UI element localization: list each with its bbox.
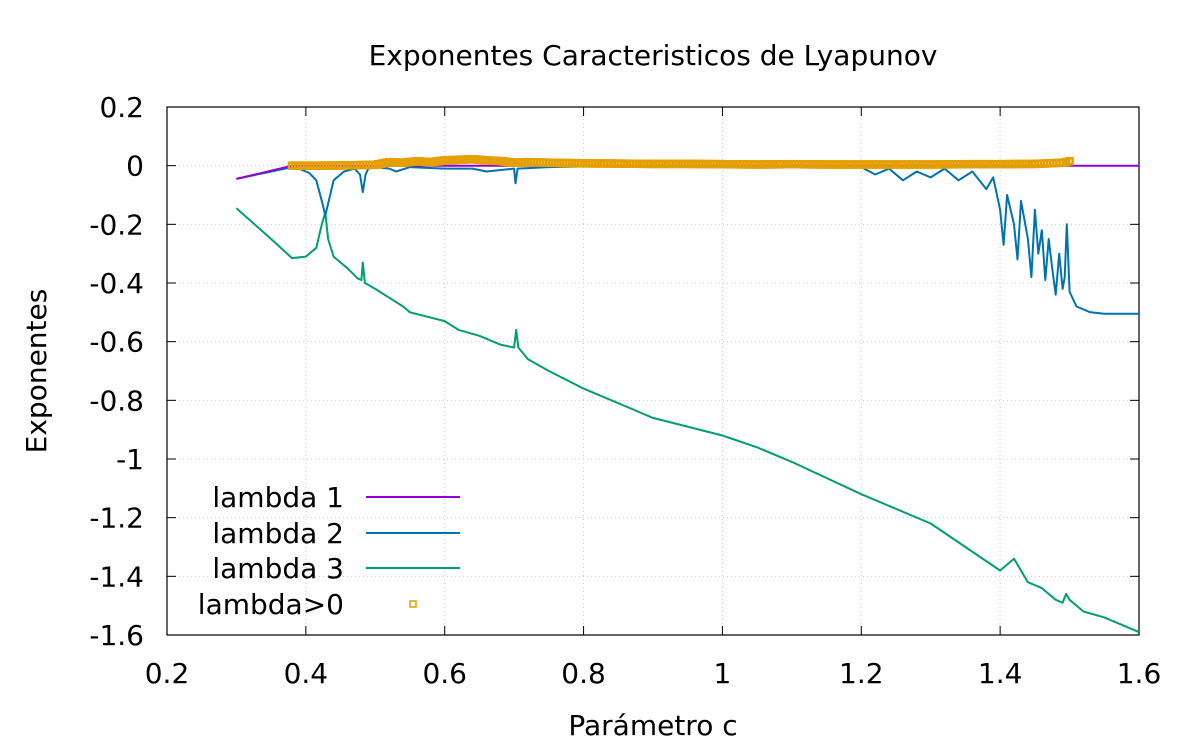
y-tick-label: -1.2 [89,502,144,535]
series-line-lambda-2 [236,165,1139,315]
axis-ticks: 0.2 0.4 0.6 0.8 1 1.2 1.4 1.6 0.2 0 -0.2 -0.4 -0.6 -0… [89,91,1161,690]
x-tick-label: 1 [714,657,732,690]
y-tick-label: 0 [126,150,144,183]
series-line-lambda-3 [235,207,1140,634]
y-tick-label: 0.2 [99,91,144,124]
x-tick-label: 0.6 [422,657,467,690]
x-tick-label: 0.2 [145,657,190,690]
chart-title: Exponentes Caracteristicos de Lyapunov [369,39,938,72]
x-tick-label: 0.4 [284,657,329,690]
x-tick-label: 1.2 [839,657,884,690]
y-tick-label: -1.4 [89,560,144,593]
legend-label: lambda 1 [212,481,344,514]
legend-label: lambda>0 [198,588,344,621]
x-tick-label: 1.4 [978,657,1023,690]
legend-label: lambda 3 [212,552,344,585]
y-tick-label: -1 [116,443,144,476]
y-tick-label: -0.4 [89,267,144,300]
x-tick-label: 1.6 [1117,657,1162,690]
series-layer [235,154,1140,634]
y-tick-label: -0.2 [89,208,144,241]
legend-label: lambda 2 [212,517,344,550]
grid-lines [167,107,1139,635]
legend-swatch-point [409,600,417,608]
y-axis-label: Exponentes [20,289,53,454]
series-points-lambda-0 [287,154,1074,170]
plot-frame [166,106,1140,636]
y-tick-label: -0.6 [89,326,144,359]
x-tick-label: 0.8 [561,657,606,690]
data-point [1065,157,1074,166]
y-tick-label: -1.6 [89,619,144,652]
x-axis-label: Parámetro c [568,709,737,742]
y-tick-label: -0.8 [89,384,144,417]
